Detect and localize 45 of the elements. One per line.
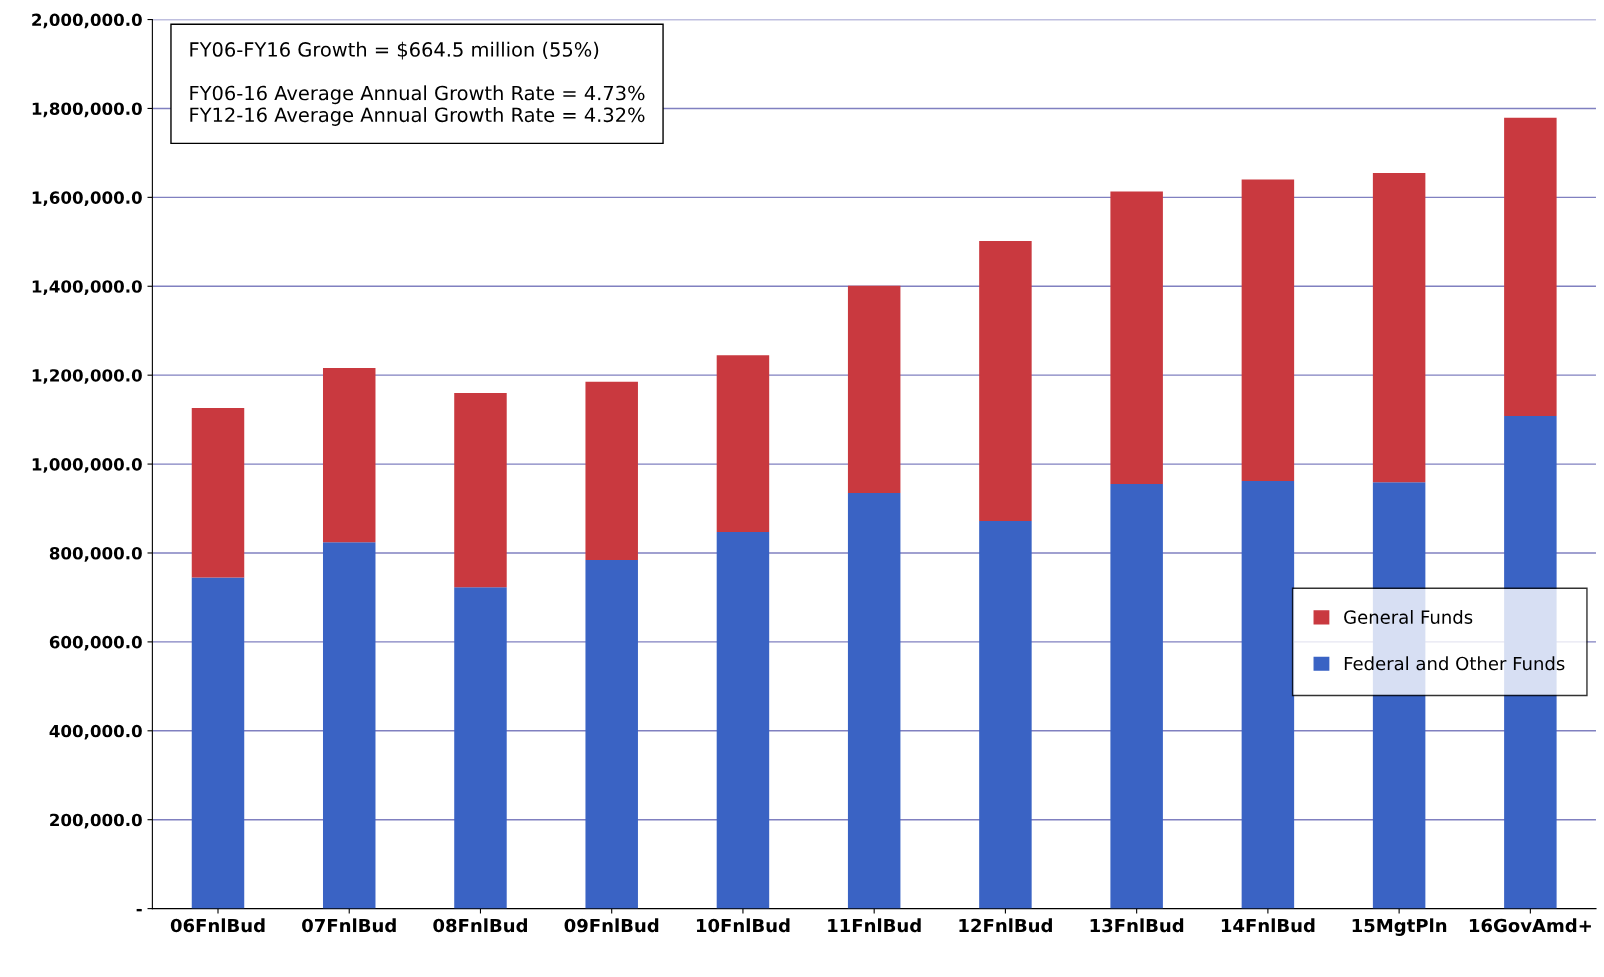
y-tick-label: 1,800,000.0 bbox=[32, 102, 142, 118]
y-tick-label: 400,000.0 bbox=[49, 724, 142, 740]
legend-label: Federal and Other Funds bbox=[1344, 656, 1565, 671]
y-tick-label: - bbox=[136, 908, 142, 912]
bar bbox=[191, 408, 245, 578]
bar bbox=[322, 368, 376, 543]
y-tick-label: 200,000.0 bbox=[50, 813, 142, 829]
x-tick-label: 10FnlBud bbox=[696, 918, 790, 933]
bar bbox=[847, 285, 901, 493]
text: FY06-FY16 Growth = $664.5 million (55%) FY06-16 Average Annual Growth Rate = 4.73% FY12-16 Average Annual Growth Rate = 4.32% bbox=[190, 41, 645, 126]
y-tick-label: 1,400,000.0 bbox=[32, 280, 142, 295]
y-tick-label: 1,000,000.0 bbox=[32, 458, 142, 473]
y-tick-label: 1,200,000.0 bbox=[32, 369, 142, 384]
bar bbox=[1110, 191, 1163, 485]
legend-label: General Funds bbox=[1344, 609, 1473, 624]
bar bbox=[191, 577, 245, 909]
bar bbox=[1241, 179, 1295, 481]
bar bbox=[979, 240, 1032, 521]
x-tick-label: 08FnlBud bbox=[433, 918, 527, 933]
x-tick-label: 16GovAmd+ bbox=[1469, 918, 1591, 933]
y-tick-label: 800,000.0 bbox=[49, 546, 142, 562]
bar bbox=[454, 587, 507, 909]
x-tick-label: 11FnlBud bbox=[828, 918, 921, 933]
x-tick-label: 15MgtPln bbox=[1352, 918, 1447, 936]
bar bbox=[847, 492, 901, 909]
bar bbox=[716, 532, 770, 909]
bar bbox=[1504, 117, 1557, 417]
x-tick-label: 07FnlBud bbox=[302, 918, 396, 933]
bar bbox=[979, 520, 1032, 909]
bar bbox=[716, 355, 770, 533]
bar bbox=[1372, 172, 1426, 483]
x-tick-label: 13FnlBud bbox=[1090, 918, 1184, 933]
bar bbox=[585, 381, 638, 561]
bar bbox=[322, 542, 376, 909]
y-tick-label: 1,600,000.0 bbox=[32, 191, 142, 207]
bar bbox=[585, 560, 638, 909]
y-tick-label: 600,000.0 bbox=[49, 635, 142, 651]
x-tick-label: 12FnlBud bbox=[959, 918, 1052, 933]
y-tick-label: 2,000,000.0 bbox=[32, 13, 142, 29]
x-tick-label: 09FnlBud bbox=[564, 918, 659, 933]
bar bbox=[454, 392, 507, 588]
bar bbox=[1241, 480, 1295, 909]
bar bbox=[1110, 484, 1163, 909]
x-tick-label: 06FnlBud bbox=[170, 918, 265, 933]
x-tick-label: 14FnlBud bbox=[1221, 918, 1315, 933]
